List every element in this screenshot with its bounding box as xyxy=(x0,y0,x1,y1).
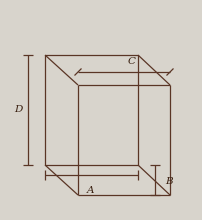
Text: A: A xyxy=(87,186,94,195)
Text: D: D xyxy=(14,106,22,114)
Text: C: C xyxy=(127,57,135,66)
Text: B: B xyxy=(164,178,172,187)
